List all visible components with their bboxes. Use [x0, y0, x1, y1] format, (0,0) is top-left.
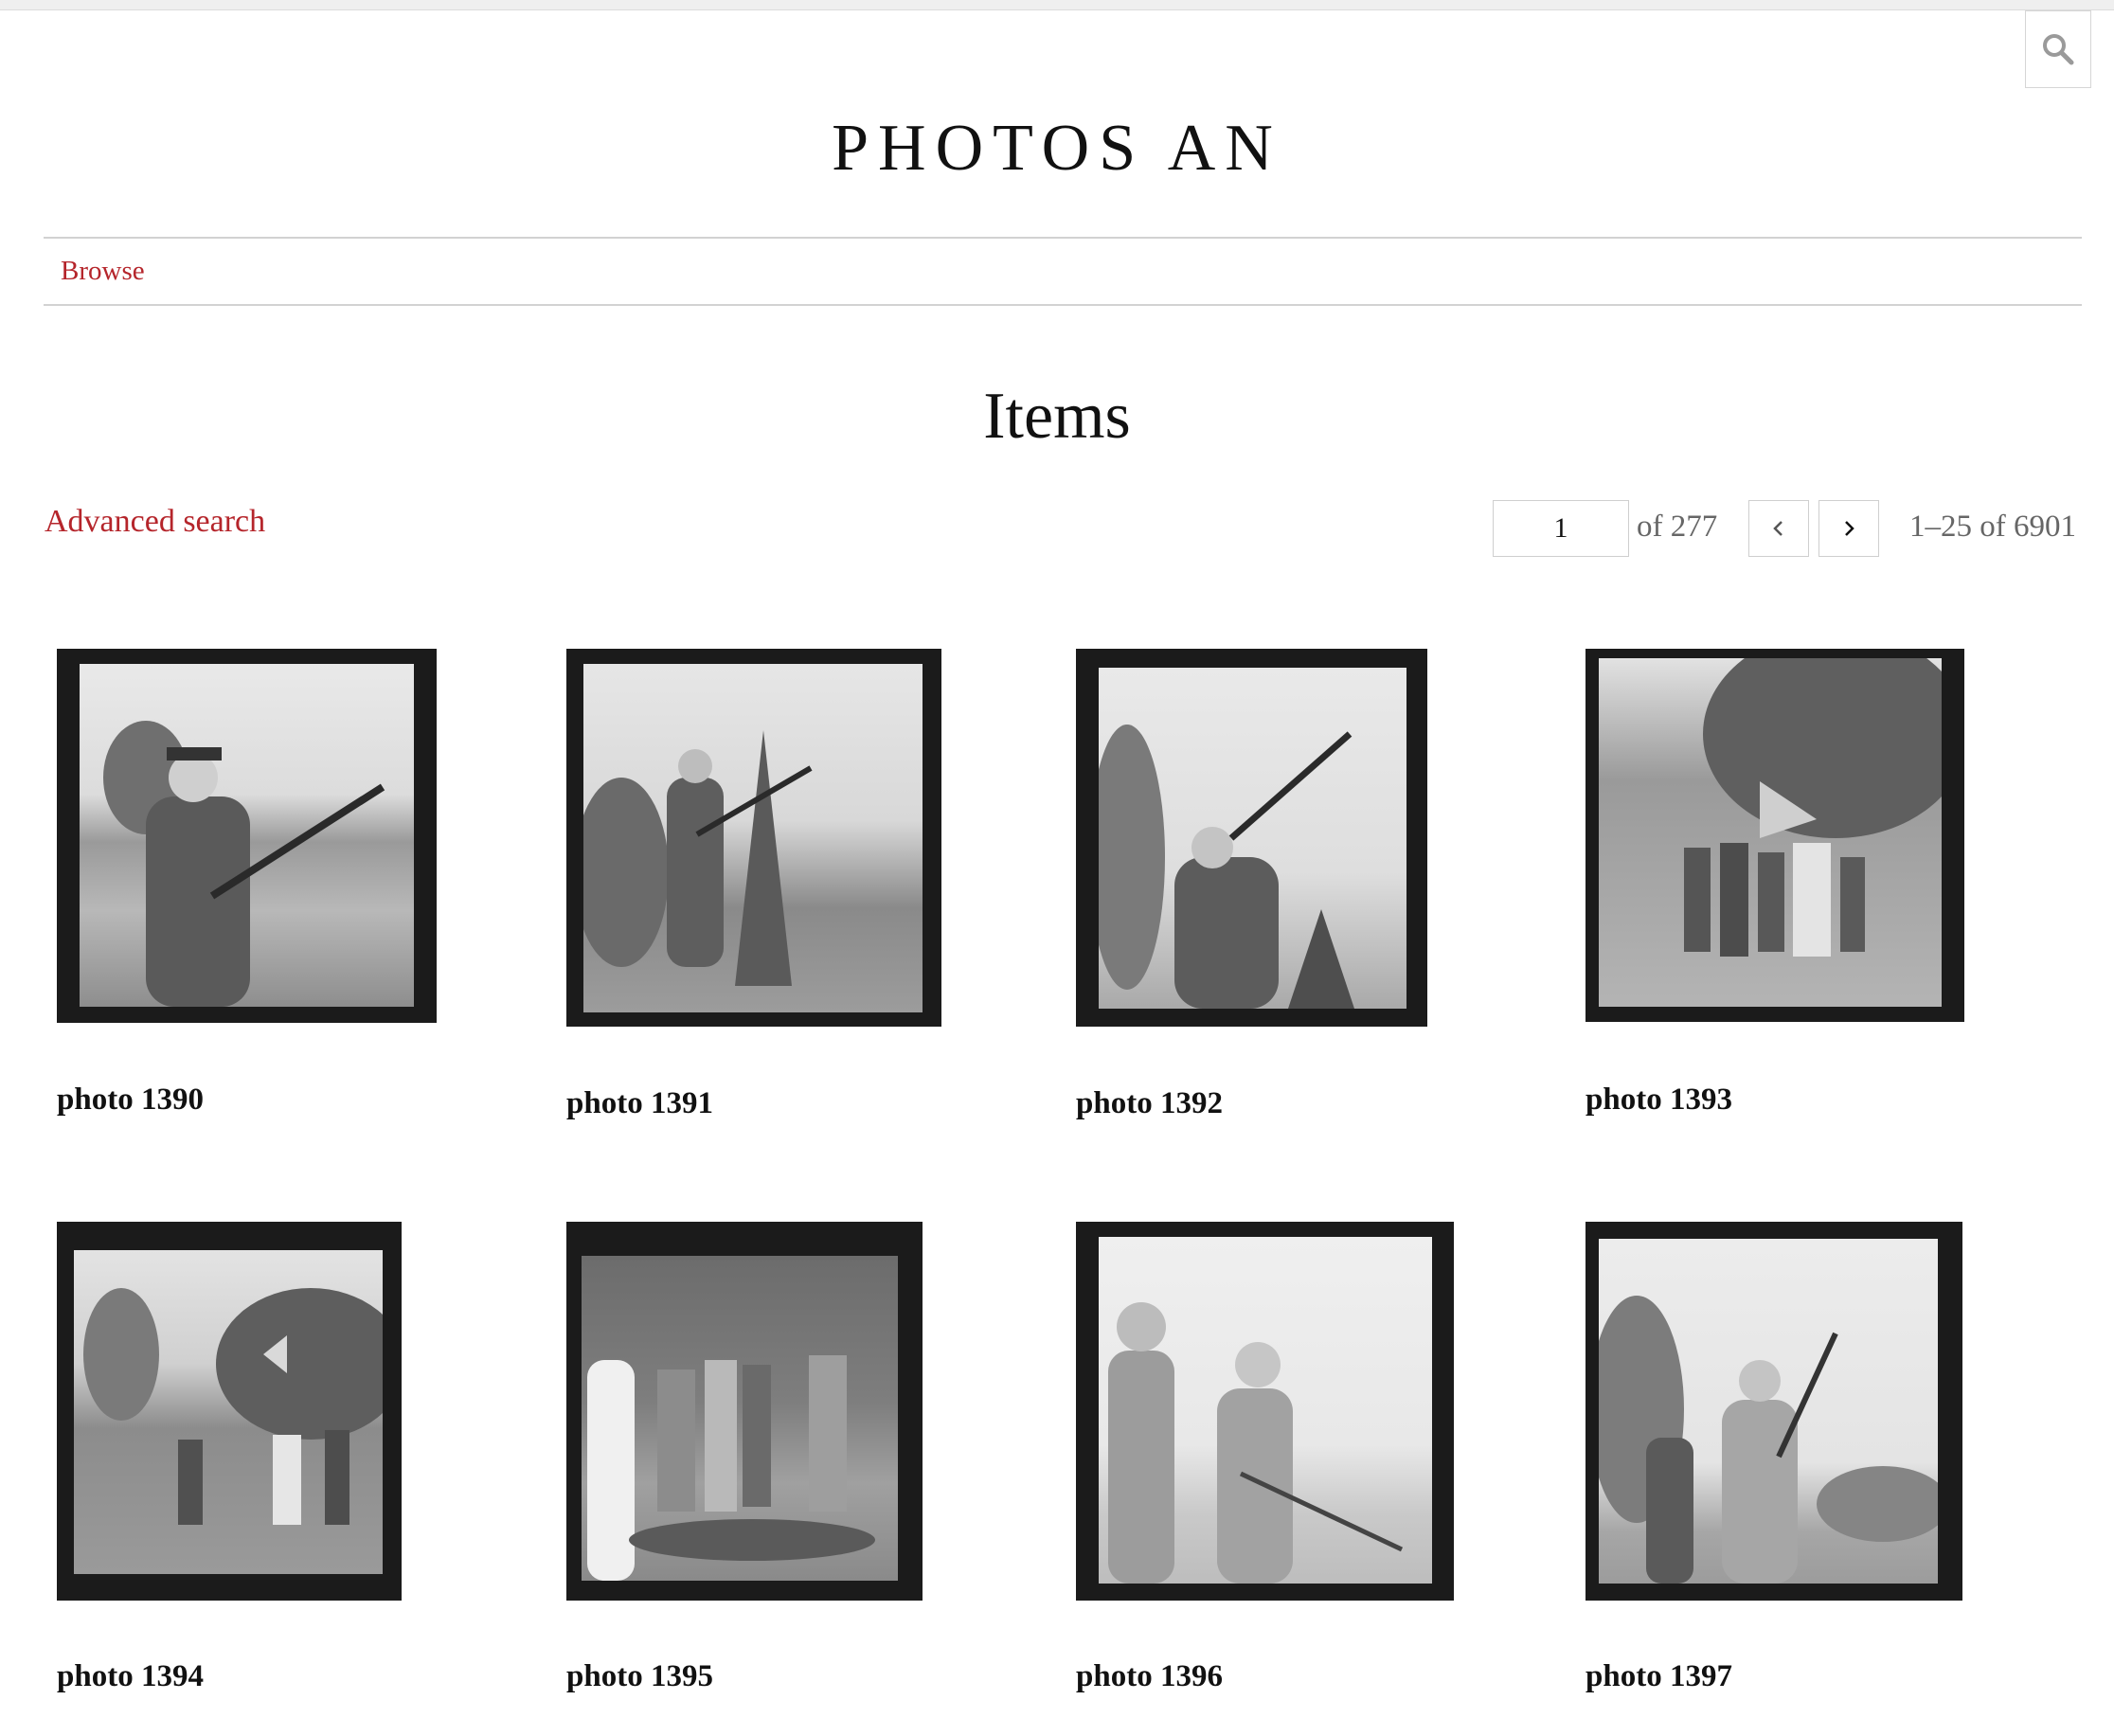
item-title-link[interactable]: photo 1392 — [1076, 1086, 1223, 1120]
item-title-link[interactable]: photo 1394 — [57, 1659, 204, 1693]
search-icon — [2043, 34, 2074, 65]
next-page-button[interactable] — [1818, 500, 1879, 557]
item-thumbnail[interactable] — [1586, 1222, 1962, 1601]
header-divider-bottom — [44, 304, 2082, 306]
page-count-label: of 277 — [1637, 510, 1718, 544]
item-thumbnail[interactable] — [566, 649, 941, 1027]
item-title-link[interactable]: photo 1395 — [566, 1659, 713, 1693]
photo-image — [1684, 658, 1942, 957]
item-thumbnail[interactable] — [566, 1222, 923, 1601]
item-title-link[interactable]: photo 1393 — [1586, 1083, 1732, 1117]
previous-page-button[interactable] — [1748, 500, 1809, 557]
item-title-link[interactable]: photo 1397 — [1586, 1659, 1732, 1693]
nav-browse-link[interactable]: Browse — [61, 256, 145, 286]
advanced-search-link[interactable]: Advanced search — [45, 504, 266, 539]
browser-top-strip — [0, 0, 2114, 10]
item-thumbnail[interactable] — [1076, 649, 1427, 1027]
photo-image — [583, 730, 813, 986]
item-thumbnail[interactable] — [1586, 649, 1964, 1022]
photo-image — [83, 1288, 383, 1525]
header-divider-top — [44, 237, 2082, 239]
search-button[interactable] — [2025, 10, 2091, 88]
item-title-link[interactable]: photo 1396 — [1076, 1659, 1223, 1693]
photo-image — [587, 1355, 875, 1581]
chevron-right-icon — [1845, 521, 1854, 536]
item-thumbnail[interactable] — [1076, 1222, 1454, 1601]
item-thumbnail[interactable] — [57, 649, 437, 1023]
chevron-left-icon — [1773, 521, 1783, 536]
results-range: 1–25 of 6901 — [1909, 510, 2076, 544]
item-title-link[interactable]: photo 1391 — [566, 1086, 713, 1120]
photo-image — [1599, 1296, 1938, 1584]
photo-image — [103, 721, 385, 1007]
photo-image — [1099, 725, 1354, 1009]
item-thumbnail[interactable] — [57, 1222, 402, 1601]
page-title: Items — [983, 380, 1131, 453]
item-title-link[interactable]: photo 1390 — [57, 1083, 204, 1117]
photo-image — [1108, 1302, 1404, 1584]
site-title[interactable]: PHOTOS AN — [832, 112, 1282, 185]
page-number-input[interactable] — [1493, 500, 1629, 557]
